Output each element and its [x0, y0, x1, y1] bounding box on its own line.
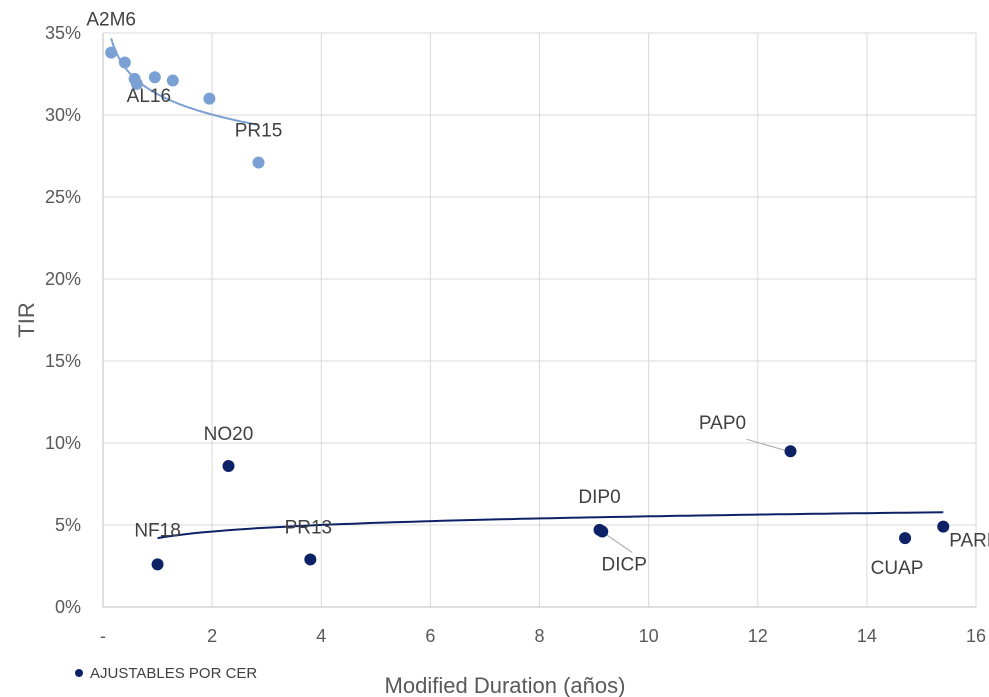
data-point [203, 92, 216, 105]
y-tick-label: 5% [55, 515, 81, 535]
point-label: DICP [602, 555, 647, 576]
x-tick-label: 14 [857, 626, 877, 646]
x-tick-label: 8 [534, 626, 544, 646]
y-tick-label: 20% [45, 269, 81, 289]
x-tick-label: 10 [639, 626, 659, 646]
data-point [151, 558, 164, 571]
y-tick-label: 0% [55, 597, 81, 617]
data-point [105, 46, 118, 59]
data-point [937, 520, 950, 533]
y-tick-label: 35% [45, 23, 81, 43]
point-label: NF18 [134, 520, 180, 541]
data-points [105, 46, 950, 571]
y-axis-title: TIR [14, 302, 39, 337]
data-point [596, 525, 609, 538]
y-tick-label: 30% [45, 105, 81, 125]
point-label: A2M6 [86, 10, 136, 31]
point-label: PR15 [235, 121, 283, 142]
trendlines [110, 38, 944, 540]
x-tick-label: 12 [748, 626, 768, 646]
point-label: CUAP [871, 558, 924, 579]
x-tick-label: 16 [966, 626, 986, 646]
data-point [130, 77, 143, 90]
data-point [899, 532, 912, 545]
label-leader-line [746, 438, 785, 451]
y-tick-label: 25% [45, 187, 81, 207]
x-tick-label: 2 [207, 626, 217, 646]
data-point [222, 459, 235, 472]
axes: 0% 5% 10% 15% 20% 25% 30% 35% - 2 4 6 8 10 12 14 16 [45, 23, 986, 646]
data-point [304, 553, 317, 566]
point-label: PARP [949, 531, 989, 552]
x-tick-label: - [100, 626, 106, 646]
data-point [118, 56, 131, 69]
point-label: NO20 [204, 424, 254, 445]
legend-marker [75, 669, 83, 677]
data-point [252, 156, 265, 169]
point-labels: A2M6 AL16 PR15 NF18 NO20 PR13 DIP0 DICP PAP0 CUAP… [86, 10, 989, 579]
point-label: PAP0 [699, 413, 746, 434]
trendline [157, 511, 944, 540]
data-point [148, 71, 161, 84]
point-label: DIP0 [578, 487, 620, 508]
data-point [784, 445, 797, 458]
point-label: AL16 [127, 86, 171, 107]
y-tick-label: 15% [45, 351, 81, 371]
x-tick-label: 4 [316, 626, 326, 646]
point-label: PR13 [285, 517, 333, 538]
data-point [166, 74, 179, 87]
y-tick-label: 10% [45, 433, 81, 453]
grid [103, 32, 977, 608]
legend: AJUSTABLES POR CER [75, 665, 257, 682]
x-tick-label: 6 [425, 626, 435, 646]
label-leader-line [605, 534, 633, 553]
label-leader-lines [605, 438, 785, 553]
legend-label: AJUSTABLES POR CER [90, 665, 257, 682]
x-axis-title: Modified Duration (años) [385, 673, 626, 697]
